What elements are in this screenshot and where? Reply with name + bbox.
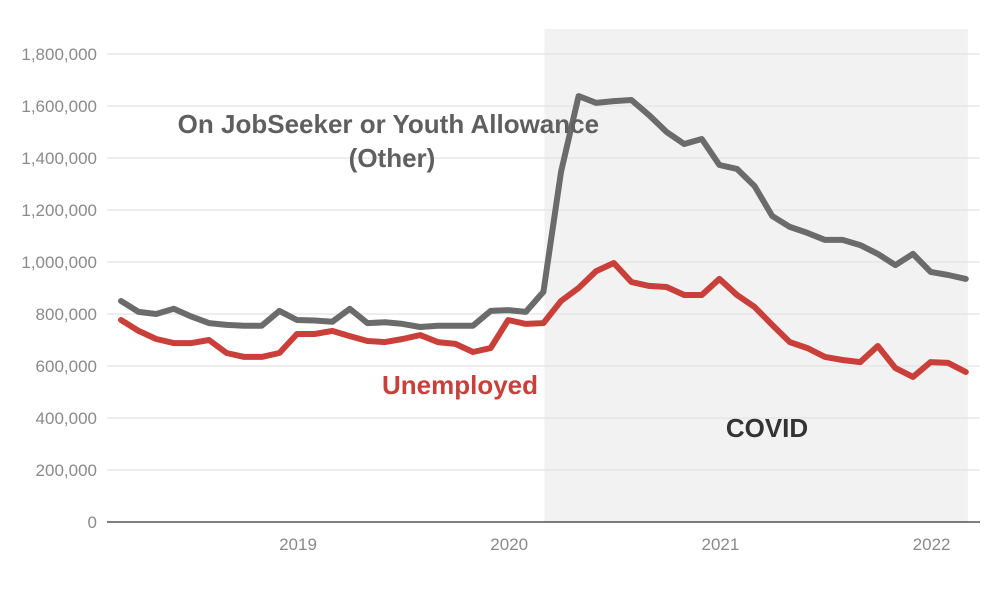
y-tick-label: 0 — [88, 513, 97, 532]
x-axis-tick-labels: 2019 2020 2021 2022 — [279, 535, 950, 554]
y-tick-label: 1,600,000 — [21, 97, 97, 116]
gridlines — [107, 53, 980, 471]
y-tick-label: 1,800,000 — [21, 45, 97, 64]
x-tick-label: 2020 — [490, 535, 528, 554]
y-tick-label: 1,400,000 — [21, 149, 97, 168]
y-tick-label: 600,000 — [36, 357, 97, 376]
y-axis-tick-labels: 0 200,000 400,000 600,000 800,000 1,000,000 1,… — [21, 45, 97, 532]
x-tick-label: 2019 — [279, 535, 317, 554]
series-label-jobseeker: On JobSeeker or Youth Allowance (Other) — [178, 109, 607, 173]
y-tick-label: 200,000 — [36, 461, 97, 480]
x-tick-label: 2021 — [701, 535, 739, 554]
y-tick-label: 1,200,000 — [21, 201, 97, 220]
series-label-unemployed: Unemployed — [382, 370, 538, 400]
covid-annotation: COVID — [726, 413, 808, 443]
x-tick-label: 2022 — [913, 535, 951, 554]
y-tick-label: 1,000,000 — [21, 253, 97, 272]
series-lines — [118, 93, 969, 380]
y-tick-label: 800,000 — [36, 305, 97, 324]
covid-shaded-region — [544, 29, 968, 522]
y-tick-label: 400,000 — [36, 409, 97, 428]
